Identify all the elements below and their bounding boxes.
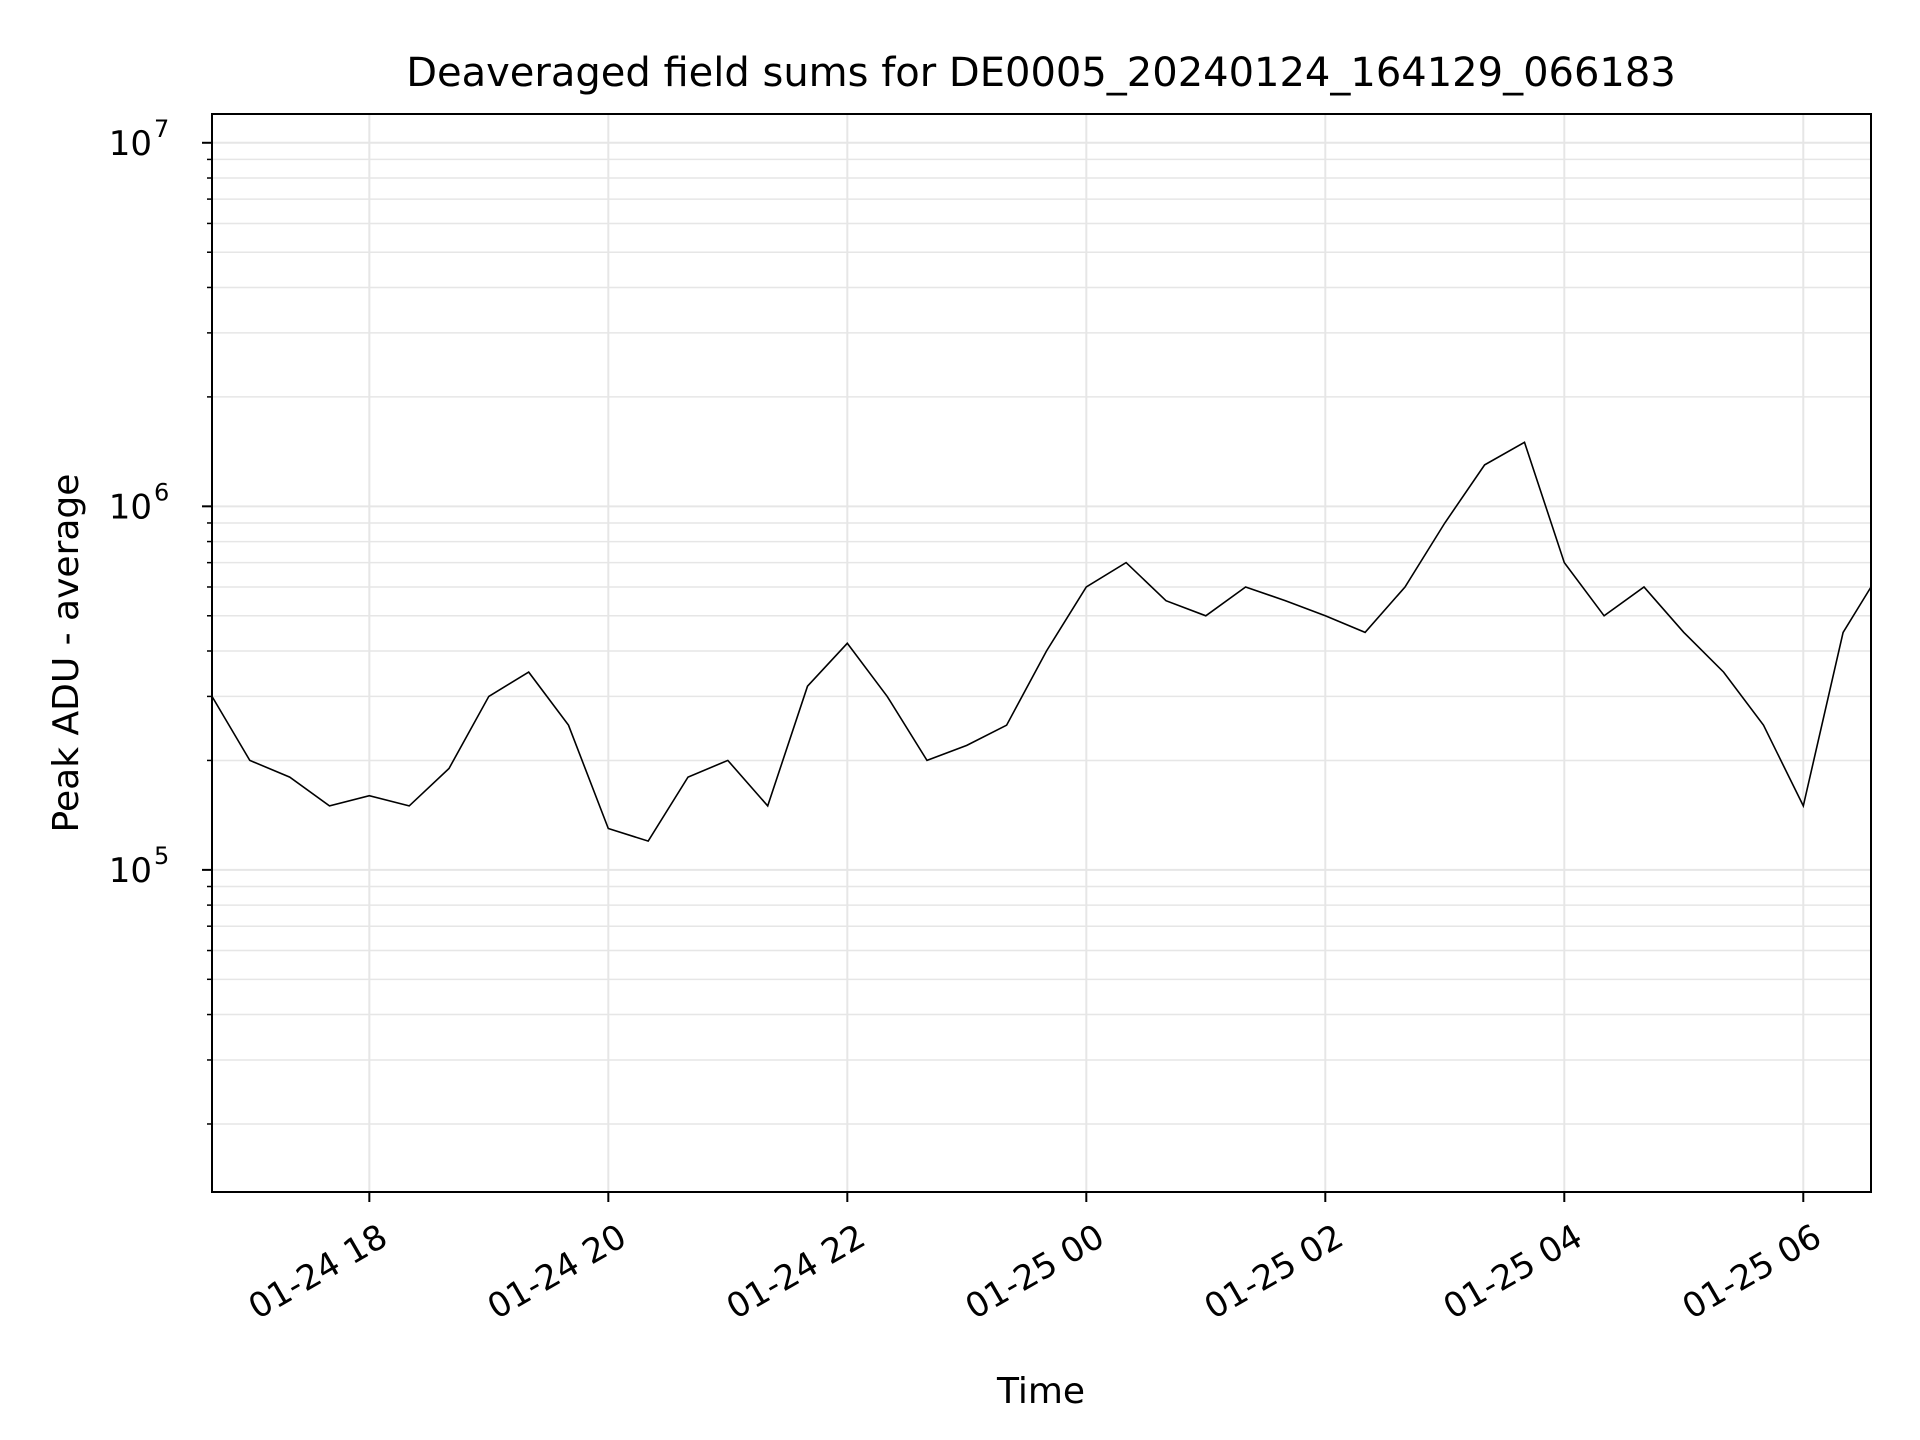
y-tick-label-exponent: 6 — [154, 478, 169, 506]
y-axis-label: Peak ADU - average — [46, 474, 87, 833]
chart-title: Deaveraged field sums for DE0005_2024012… — [406, 50, 1676, 96]
x-tick-label: 01-25 00 — [959, 1217, 1111, 1328]
x-axis-label: Time — [996, 1371, 1085, 1412]
series-lines — [211, 441, 1872, 843]
y-tick-label-exponent: 7 — [154, 115, 169, 143]
grid-lines — [212, 114, 1871, 1192]
x-tick-label: 01-24 18 — [242, 1217, 394, 1328]
y-tick-label: 10 — [109, 124, 152, 164]
x-tick-label: 01-24 22 — [720, 1217, 872, 1328]
x-tick-label: 01-25 06 — [1676, 1217, 1828, 1328]
y-tick-label: 10 — [109, 487, 152, 527]
y-tick-label: 10 — [109, 851, 152, 891]
x-tick-label: 01-25 04 — [1437, 1217, 1589, 1328]
plot-frame — [211, 113, 1872, 1193]
series-line — [211, 441, 1872, 843]
x-tick-label: 01-24 20 — [481, 1217, 633, 1328]
axis-ticks: 01-24 18 01-24 20 01-24 22 01-25 00 01-25 02… — [109, 115, 1828, 1328]
x-tick-label: 01-25 02 — [1198, 1217, 1350, 1328]
y-tick-label-exponent: 5 — [154, 842, 169, 870]
